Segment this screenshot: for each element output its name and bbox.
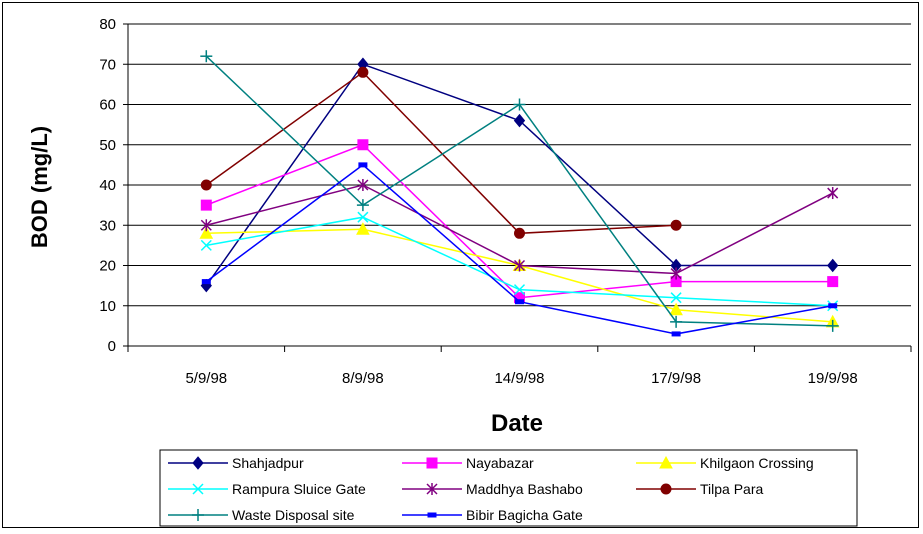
- series-maddhya-bashabo: [200, 179, 839, 280]
- data-point: [357, 66, 369, 78]
- legend-item: Waste Disposal site: [168, 507, 355, 523]
- legend-label: Rampura Sluice Gate: [232, 481, 366, 497]
- data-point: [358, 162, 368, 168]
- x-tick-label: 8/9/98: [342, 370, 384, 387]
- marker-stroke: [357, 211, 369, 223]
- y-tick-label: 10: [99, 298, 116, 315]
- tick-labels: 0 10 20 30 40 50 60 70 80 5/9/98 8/9/98 14/9/98 17/9…: [99, 16, 857, 387]
- data-point: [670, 219, 682, 231]
- legend-box: [159, 449, 858, 527]
- series-shahjadpur: [200, 57, 839, 293]
- data-point: [513, 98, 526, 111]
- data-point: [671, 331, 681, 337]
- legend-marker: [426, 483, 438, 495]
- data-point: [200, 179, 212, 191]
- y-axis-title: BOD (mg/L): [27, 126, 52, 248]
- chart-frame: 0 10 20 30 40 50 60 70 80 5/9/98 8/9/98 14/9/98 17/9…: [2, 2, 919, 528]
- legend-marker: [426, 457, 438, 469]
- y-tick-label: 20: [99, 258, 116, 275]
- marker-stroke: [192, 483, 204, 495]
- y-tick-label: 40: [99, 177, 116, 194]
- data-point: [200, 50, 213, 63]
- y-tick-label: 70: [99, 56, 116, 73]
- data-point: [357, 211, 369, 223]
- legend-marker: [192, 456, 204, 470]
- data-point: [201, 279, 211, 285]
- y-tick-label: 80: [99, 16, 116, 33]
- x-tick-label: 14/9/98: [494, 370, 544, 387]
- data-point: [670, 315, 683, 328]
- legend-label: Waste Disposal site: [232, 507, 355, 523]
- series-line: [205, 71, 677, 235]
- legend-item: Khilgaon Crossing: [636, 455, 814, 471]
- data-point: [827, 258, 839, 273]
- series-tilpa-para: [200, 66, 682, 239]
- legend-marker: [192, 509, 204, 521]
- data-point: [199, 226, 214, 239]
- legend-item: Rampura Sluice Gate: [168, 481, 366, 497]
- data-point: [670, 292, 682, 304]
- data-point: [513, 113, 526, 128]
- x-tick-label: 19/9/98: [808, 370, 858, 387]
- y-tick-label: 50: [99, 137, 116, 154]
- axes: [123, 23, 912, 352]
- data-point: [357, 179, 369, 191]
- series-group: [199, 50, 840, 337]
- data-point: [200, 239, 212, 251]
- series-waste-disposal-site: [200, 50, 839, 332]
- legend-item: Shahjadpur: [168, 455, 304, 471]
- data-point: [514, 227, 525, 239]
- legend-label: Maddhya Bashabo: [466, 481, 583, 497]
- data-point: [826, 319, 839, 332]
- legend-label: Bibir Bagicha Gate: [466, 507, 583, 523]
- x-axis-title: Date: [491, 410, 543, 437]
- marker-stroke: [670, 292, 682, 304]
- series-line: [205, 63, 833, 287]
- series-line: [206, 228, 833, 323]
- data-point: [357, 139, 369, 151]
- legend-label: Khilgaon Crossing: [700, 455, 814, 471]
- series-line: [206, 143, 833, 299]
- data-point: [513, 259, 526, 272]
- legend-label: Shahjadpur: [232, 455, 304, 471]
- data-point: [827, 276, 839, 288]
- series-nayabazar: [200, 139, 839, 304]
- data-point: [827, 187, 839, 200]
- x-tick-label: 17/9/98: [651, 370, 701, 387]
- x-tick-label: 5/9/98: [185, 370, 227, 387]
- data-point: [200, 219, 212, 232]
- legend-label: Tilpa Para: [700, 481, 764, 497]
- legend-marker: [659, 455, 673, 469]
- legend-item: Tilpa Para: [636, 481, 764, 497]
- series-line: [205, 163, 833, 335]
- bod-line-chart: 0 10 20 30 40 50 60 70 80 5/9/98 8/9/98 14/9/98 17/9…: [27, 16, 912, 527]
- data-point: [828, 303, 838, 309]
- data-point: [669, 302, 683, 316]
- data-point: [356, 222, 370, 235]
- legend-label: Nayabazar: [466, 455, 534, 471]
- data-point: [670, 267, 682, 280]
- legend-item: Nayabazar: [402, 455, 534, 471]
- legend-marker: [192, 483, 204, 495]
- y-tick-label: 30: [99, 217, 116, 234]
- marker-stroke: [513, 284, 526, 296]
- y-tick-label: 0: [108, 338, 116, 355]
- legend-marker: [427, 512, 437, 518]
- series-bibir-bagicha-gate: [201, 162, 838, 337]
- data-point: [515, 299, 524, 305]
- data-point: [356, 199, 369, 212]
- legend-item: Bibir Bagicha Gate: [402, 507, 583, 523]
- data-point: [513, 284, 526, 296]
- series-line: [205, 55, 833, 327]
- legend: Shahjadpur Nayabazar Khilgaon Crossing Ramp…: [159, 449, 858, 527]
- legend-item: Maddhya Bashabo: [402, 481, 583, 497]
- y-tick-label: 60: [99, 97, 116, 114]
- marker-stroke: [200, 239, 212, 251]
- legend-marker: [660, 483, 672, 495]
- data-point: [200, 199, 212, 211]
